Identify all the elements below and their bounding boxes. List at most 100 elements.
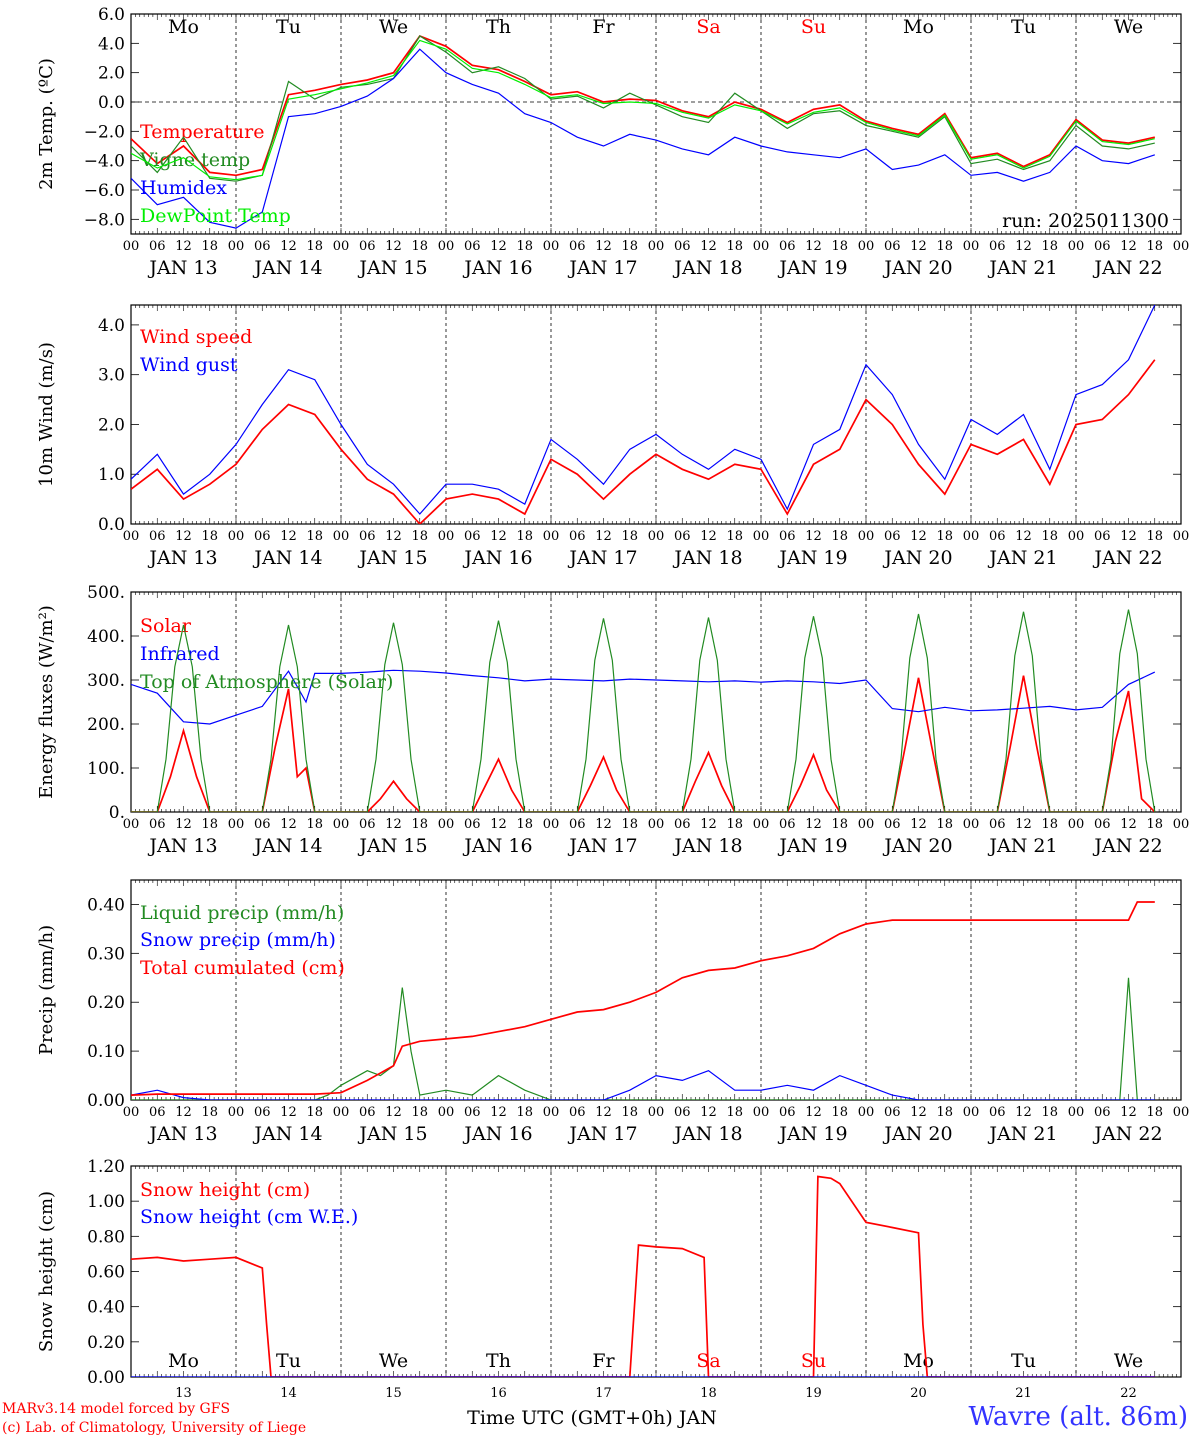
x-hour-label: 18: [621, 1105, 638, 1120]
x-hour-label: 00: [333, 1105, 350, 1120]
x-hour-label: 00: [858, 817, 875, 832]
x-hour-label: 12: [280, 529, 297, 544]
y-tick-label: 0.30: [87, 944, 125, 964]
x-hour-label: 00: [228, 1105, 245, 1120]
weekday-label: Mo: [903, 1350, 934, 1372]
series-line-wind-speed: [131, 359, 1156, 524]
station-label: Wavre (alt. 86m): [968, 1402, 1188, 1432]
x-day-label: JAN 18: [672, 835, 742, 857]
x-hour-label: 18: [621, 239, 638, 254]
x-hour-label: 06: [674, 817, 691, 832]
y-tick-label: 200.: [87, 715, 125, 735]
x-day-label: JAN 14: [252, 257, 322, 279]
x-hour-label: 12: [385, 239, 402, 254]
x-day-label: JAN 14: [252, 1123, 322, 1145]
x-day-label: JAN 22: [1092, 1123, 1162, 1145]
x-hour-label: 12: [280, 239, 297, 254]
x-hour-label: 06: [254, 817, 271, 832]
date-tick-label: 18: [700, 1386, 717, 1401]
x-hour-label: 12: [910, 529, 927, 544]
x-hour-label: 06: [1094, 1105, 1111, 1120]
x-hour-label: 06: [149, 239, 166, 254]
x-hour-label: 18: [411, 1105, 428, 1120]
x-hour-label: 18: [201, 529, 218, 544]
x-day-label: JAN 16: [462, 547, 532, 569]
x-hour-label: 06: [149, 817, 166, 832]
legend-entry: Liquid precip (mm/h): [140, 902, 344, 924]
x-hour-label: 00: [753, 529, 770, 544]
x-hour-label: 12: [490, 1105, 507, 1120]
x-hour-label: 12: [700, 1105, 717, 1120]
y-tick-label: 1.0: [98, 465, 125, 485]
y-tick-label: 0.40: [87, 1298, 125, 1318]
x-hour-label: 18: [411, 239, 428, 254]
x-hour-label: 12: [1015, 817, 1032, 832]
series-line-top-of-atmosphere-solar-: [131, 609, 1156, 812]
x-day-label: JAN 21: [987, 835, 1057, 857]
y-tick-label: 4.0: [98, 316, 125, 336]
x-day-label: JAN 20: [882, 835, 952, 857]
weekday-label: We: [1114, 16, 1143, 38]
x-hour-label: 00: [753, 239, 770, 254]
x-hour-label: 18: [726, 817, 743, 832]
series-line-temperature: [131, 34, 1155, 177]
x-hour-label: 12: [595, 239, 612, 254]
date-tick-label: 15: [385, 1386, 402, 1401]
x-hour-label: 00: [333, 817, 350, 832]
series-line-dewpoint-temp: [131, 39, 1155, 181]
x-day-label: JAN 15: [357, 257, 427, 279]
legend-entry: Wind speed: [140, 326, 252, 348]
x-hour-label: 18: [936, 1105, 953, 1120]
x-hour-label: 12: [490, 817, 507, 832]
date-tick-label: 22: [1120, 1386, 1137, 1401]
weekday-label: Mo: [168, 16, 199, 38]
x-hour-label: 18: [306, 817, 323, 832]
x-hour-label: 00: [1173, 239, 1190, 254]
x-day-label: JAN 19: [777, 835, 847, 857]
y-axis-label: 2m Temp. (ºC): [36, 58, 57, 190]
y-axis-label: Snow height (cm): [36, 1191, 57, 1352]
weekday-label: We: [379, 1350, 408, 1372]
x-hour-label: 12: [1120, 529, 1137, 544]
x-day-label: JAN 19: [777, 257, 847, 279]
series-line-total-cumulated-cm-: [131, 901, 1155, 1096]
x-hour-label: 12: [805, 1105, 822, 1120]
x-hour-label: 18: [1041, 1105, 1058, 1120]
y-tick-label: 400.: [87, 627, 125, 647]
date-tick-label: 17: [595, 1386, 612, 1401]
x-hour-label: 00: [438, 529, 455, 544]
x-day-label: JAN 13: [147, 257, 217, 279]
x-hour-label: 00: [1173, 1105, 1190, 1120]
series-line-vigne-temp: [131, 35, 1155, 182]
x-hour-label: 00: [963, 1105, 980, 1120]
x-hour-label: 12: [175, 239, 192, 254]
x-day-label: JAN 16: [462, 1123, 532, 1145]
x-hour-label: 06: [464, 1105, 481, 1120]
x-hour-label: 06: [254, 529, 271, 544]
x-hour-label: 00: [753, 817, 770, 832]
x-hour-label: 18: [516, 239, 533, 254]
y-axis-label: Energy fluxes (W/m²): [36, 605, 57, 799]
x-hour-label: 06: [1094, 239, 1111, 254]
x-hour-label: 12: [280, 1105, 297, 1120]
x-hour-label: 00: [438, 1105, 455, 1120]
x-hour-label: 12: [805, 239, 822, 254]
x-hour-label: 12: [910, 1105, 927, 1120]
x-hour-label: 18: [831, 817, 848, 832]
weekday-label: We: [1114, 1350, 1143, 1372]
x-day-label: JAN 18: [672, 257, 742, 279]
x-hour-label: 12: [910, 239, 927, 254]
x-hour-label: 18: [1041, 817, 1058, 832]
x-hour-label: 00: [228, 817, 245, 832]
y-tick-label: 0.10: [87, 1042, 125, 1062]
x-hour-label: 12: [280, 817, 297, 832]
x-hour-label: 06: [1094, 817, 1111, 832]
x-hour-label: 00: [648, 817, 665, 832]
legend-entry: Temperature: [140, 121, 264, 143]
footer-lab-line: (c) Lab. of Climatology, University of L…: [2, 1420, 307, 1436]
date-tick-label: 21: [1015, 1386, 1032, 1401]
x-hour-label: 12: [1120, 817, 1137, 832]
series-line-liquid-precip-mm-h-: [131, 977, 1155, 1100]
x-day-label: JAN 19: [777, 547, 847, 569]
y-axis-label: Precip (mm/h): [36, 925, 57, 1055]
